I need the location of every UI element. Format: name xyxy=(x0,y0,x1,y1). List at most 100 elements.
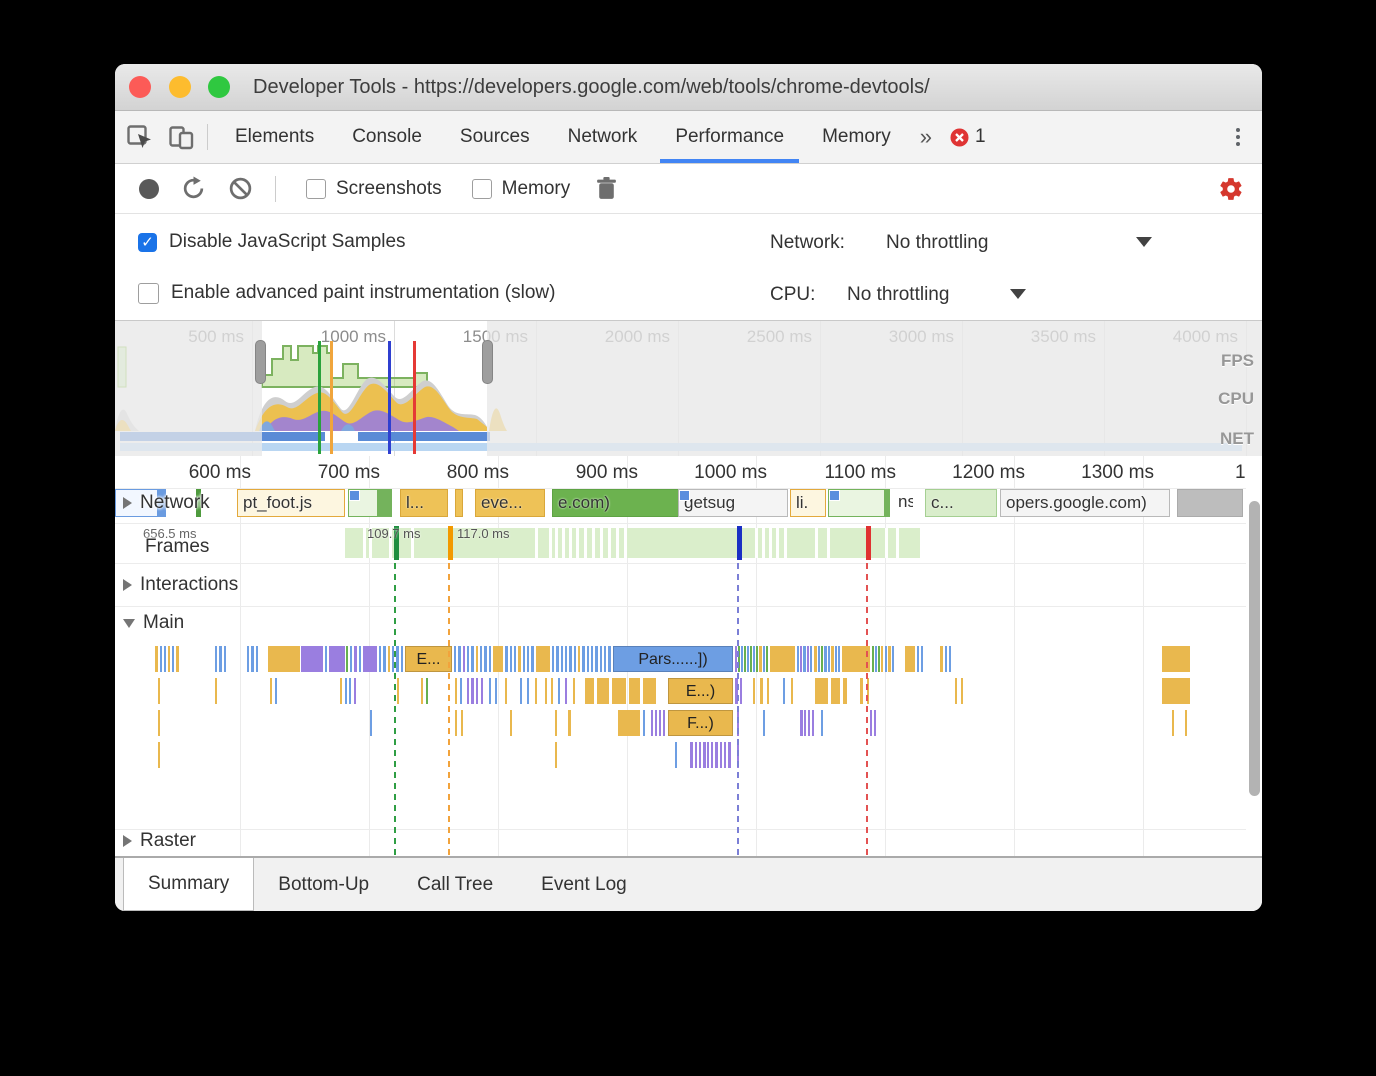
flame-event[interactable] xyxy=(251,646,254,672)
flame-event[interactable] xyxy=(643,678,656,704)
clear-recording-icon[interactable] xyxy=(228,176,253,201)
flame-event[interactable] xyxy=(591,646,593,672)
selection-right-handle[interactable] xyxy=(482,340,493,384)
flame-event[interactable] xyxy=(268,646,300,672)
network-request-bar[interactable]: eve... xyxy=(475,489,545,517)
flame-event[interactable] xyxy=(481,678,483,704)
flame-event[interactable] xyxy=(461,710,463,736)
flame-event[interactable] xyxy=(740,678,742,704)
flame-event[interactable] xyxy=(565,678,567,704)
flame-event[interactable] xyxy=(215,678,217,704)
flame-event[interactable]: Pars......]) xyxy=(613,646,733,672)
flame-event[interactable] xyxy=(770,646,795,672)
collapse-main-icon[interactable] xyxy=(123,618,135,628)
flame-event[interactable] xyxy=(556,646,559,672)
flame-event[interactable] xyxy=(797,646,799,672)
flame-event[interactable] xyxy=(949,646,951,672)
flame-event[interactable] xyxy=(379,646,381,672)
flame-event[interactable] xyxy=(536,646,550,672)
flame-event[interactable] xyxy=(643,710,645,736)
track-frames[interactable]: Frames xyxy=(145,536,210,557)
flame-event[interactable] xyxy=(270,678,272,704)
tab-performance[interactable]: Performance xyxy=(656,111,803,163)
flame-event[interactable] xyxy=(917,646,919,672)
flame-event[interactable] xyxy=(753,646,755,672)
flame-event[interactable] xyxy=(574,646,576,672)
flame-event[interactable] xyxy=(715,742,718,768)
flame-event[interactable] xyxy=(711,742,713,768)
flame-event[interactable]: E...) xyxy=(668,678,733,704)
flame-event[interactable] xyxy=(164,646,166,672)
flame-event[interactable] xyxy=(815,678,828,704)
flame-event[interactable] xyxy=(158,678,160,704)
flame-event[interactable] xyxy=(961,678,963,704)
flame-event[interactable] xyxy=(735,678,738,704)
frames-band[interactable] xyxy=(345,528,920,558)
flame-event[interactable] xyxy=(158,742,160,768)
flame-event[interactable] xyxy=(155,646,158,672)
flame-event[interactable] xyxy=(467,678,469,704)
flame-event[interactable] xyxy=(325,646,327,672)
flame-event[interactable] xyxy=(831,646,834,672)
flame-event[interactable] xyxy=(523,646,525,672)
record-button[interactable] xyxy=(139,178,159,199)
flame-event[interactable] xyxy=(612,678,626,704)
flame-event[interactable] xyxy=(703,742,706,768)
flame-event[interactable] xyxy=(346,646,348,672)
flame-event[interactable] xyxy=(741,646,743,672)
network-request-bar[interactable] xyxy=(348,489,392,517)
flame-event[interactable] xyxy=(747,646,749,672)
expand-raster-icon[interactable] xyxy=(123,835,132,847)
zoom-window-button[interactable] xyxy=(208,76,230,98)
tab-sources[interactable]: Sources xyxy=(459,126,530,147)
flame-event[interactable] xyxy=(545,678,547,704)
network-request-bar[interactable]: ns xyxy=(898,492,913,511)
flame-event[interactable] xyxy=(874,710,876,736)
tab-network[interactable]: Network xyxy=(567,126,638,147)
flame-event[interactable] xyxy=(215,646,217,672)
flame-event[interactable] xyxy=(569,646,572,672)
flame-event[interactable] xyxy=(340,678,342,704)
flame-event[interactable] xyxy=(753,678,755,704)
details-tab-call-tree[interactable]: Call Tree xyxy=(417,873,494,895)
flame-event[interactable] xyxy=(828,646,830,672)
track-network[interactable]: Network xyxy=(123,492,210,514)
flame-event[interactable] xyxy=(818,646,820,672)
paint-instrumentation-checkbox[interactable] xyxy=(138,282,159,304)
network-request-bar[interactable]: getsug xyxy=(678,489,788,517)
track-main[interactable]: Main xyxy=(123,612,184,634)
flame-event[interactable] xyxy=(738,646,740,672)
network-request-bar[interactable] xyxy=(196,489,201,517)
flame-event[interactable] xyxy=(397,678,399,704)
flame-event[interactable] xyxy=(561,646,563,672)
flame-event[interactable] xyxy=(1162,678,1190,704)
flame-event[interactable] xyxy=(800,646,802,672)
flame-event[interactable] xyxy=(744,646,746,672)
network-request-bar[interactable]: c... xyxy=(925,489,997,517)
flame-event[interactable] xyxy=(480,646,482,672)
flame-event[interactable] xyxy=(955,678,957,704)
screenshots-checkbox[interactable]: Screenshots xyxy=(306,178,442,200)
network-request-bar[interactable]: opers.google.com) xyxy=(1000,489,1170,517)
flame-event[interactable] xyxy=(921,646,923,672)
flame-event[interactable] xyxy=(940,646,943,672)
expand-network-icon[interactable] xyxy=(123,497,132,509)
flame-event[interactable] xyxy=(763,710,765,736)
flame-event[interactable] xyxy=(401,646,403,672)
flame-event[interactable] xyxy=(301,646,323,672)
flame-event[interactable] xyxy=(800,710,803,736)
track-raster[interactable]: Raster xyxy=(123,830,196,852)
flame-event[interactable] xyxy=(759,646,762,672)
flame-event[interactable] xyxy=(247,646,249,672)
flame-event[interactable] xyxy=(867,678,869,704)
flame-event[interactable] xyxy=(396,646,399,672)
flame-event[interactable] xyxy=(160,646,162,672)
flame-event[interactable] xyxy=(510,646,512,672)
flame-event[interactable] xyxy=(831,678,840,704)
flame-event[interactable] xyxy=(467,646,469,672)
flame-event[interactable] xyxy=(527,678,529,704)
flame-event[interactable] xyxy=(476,646,478,672)
flame-event[interactable] xyxy=(370,710,372,736)
flame-event[interactable] xyxy=(388,646,390,672)
network-request-bar[interactable]: li. xyxy=(790,489,826,517)
